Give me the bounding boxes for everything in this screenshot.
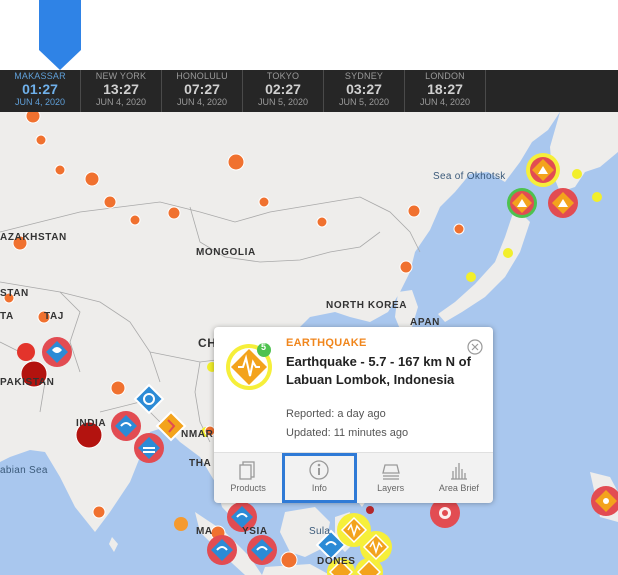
info-icon (309, 460, 330, 480)
label-arabian-sea: abian Sea (0, 465, 48, 476)
clock-city: LONDON (425, 71, 465, 81)
layers-icon (381, 464, 400, 480)
clock-city: TOKYO (266, 71, 300, 81)
tab-area-brief[interactable]: Area Brief (425, 453, 493, 503)
tab-label: Info (311, 483, 327, 493)
clock-time: 02:27 (265, 81, 301, 97)
label-stan: STAN (0, 288, 29, 299)
clock-date: JUN 5, 2020 (338, 97, 390, 107)
map-canvas[interactable] (0, 112, 618, 575)
clock-time: 18:27 (427, 81, 463, 97)
popup-tabs: Products Info Layers Area Brief (214, 452, 493, 503)
label-malaysia: MA (196, 526, 213, 537)
clock-date: JUN 5, 2020 (257, 97, 309, 107)
clock-date: JUN 4, 2020 (419, 97, 471, 107)
clock-city: NEW YORK (95, 71, 147, 81)
label-china: CH (198, 336, 217, 350)
clock-tokyo[interactable]: TOKYO 02:27 JUN 5, 2020 (243, 70, 324, 112)
severity-badge: 5 (261, 342, 267, 352)
area-brief-icon (450, 463, 467, 480)
earthquake-icon: 5 (226, 342, 273, 391)
label-tajikistan: TAJ (44, 311, 64, 322)
tab-info[interactable]: Info (282, 453, 357, 503)
clock-honolulu[interactable]: HONOLULU 07:27 JUN 4, 2020 (162, 70, 243, 112)
label-thailand: THA (189, 458, 212, 469)
clock-city: SYDNEY (344, 71, 384, 81)
clock-new-york[interactable]: NEW YORK 13:27 JUN 4, 2020 (81, 70, 162, 112)
clock-makassar[interactable]: MAKASSAR 01:27 JUN 4, 2020 (0, 70, 81, 112)
clock-time: 03:27 (346, 81, 382, 97)
clock-time: 07:27 (184, 81, 220, 97)
tab-label: Area Brief (438, 483, 479, 493)
label-sea-of-okhotsk: Sea of Okhotsk (433, 171, 506, 182)
label-japan: APAN (410, 317, 440, 328)
world-clock-bar: MAKASSAR 01:27 JUN 4, 2020 NEW YORK 13:2… (0, 70, 618, 112)
label-myanmar: NMAR (181, 429, 214, 440)
label-north-korea: NORTH KOREA (326, 300, 408, 311)
clock-time: 01:27 (22, 81, 58, 97)
label-malaysia-suffix: YSIA (242, 526, 268, 537)
label-mongolia: MONGOLIA (196, 247, 256, 258)
hazard-popup: 5 EARTHQUAKE Earthquake - 5.7 - 167 km N… (214, 327, 493, 503)
label-sulawesi: Sula (309, 526, 331, 537)
clock-city: MAKASSAR (14, 71, 66, 81)
tab-products[interactable]: Products (214, 453, 282, 503)
clock-london[interactable]: LONDON 18:27 JUN 4, 2020 (405, 70, 486, 112)
label-indonesia: DONES (317, 556, 356, 567)
clock-date: JUN 4, 2020 (176, 97, 228, 107)
hazard-badges (42, 153, 618, 575)
clock-time: 13:27 (103, 81, 139, 97)
hazard-category: EARTHQUAKE (286, 337, 367, 349)
hazard-title: Earthquake - 5.7 - 167 km N of Labuan Lo… (286, 354, 471, 387)
label-ta: TA (0, 311, 14, 322)
top-bar (0, 0, 618, 70)
hazard-map[interactable]: AZAKHSTAN MONGOLIA Sea of Okhotsk NORTH … (0, 112, 618, 575)
reported-time: Reported: a day ago (286, 408, 386, 420)
label-pakistan: PAKISTAN (0, 377, 55, 388)
clock-city: HONOLULU (176, 71, 228, 81)
tab-label: Layers (377, 483, 405, 493)
products-icon (239, 461, 255, 480)
clock-date: JUN 4, 2020 (95, 97, 147, 107)
tab-layers[interactable]: Layers (357, 453, 425, 503)
tab-label: Products (230, 483, 266, 493)
close-icon[interactable] (467, 339, 483, 355)
label-india: INDIA (76, 418, 107, 429)
clock-sydney[interactable]: SYDNEY 03:27 JUN 5, 2020 (324, 70, 405, 112)
label-kazakhstan: AZAKHSTAN (0, 232, 67, 243)
updated-time: Updated: 11 minutes ago (286, 427, 409, 439)
clock-date: JUN 4, 2020 (14, 97, 66, 107)
location-marker-icon[interactable] (38, 0, 82, 70)
